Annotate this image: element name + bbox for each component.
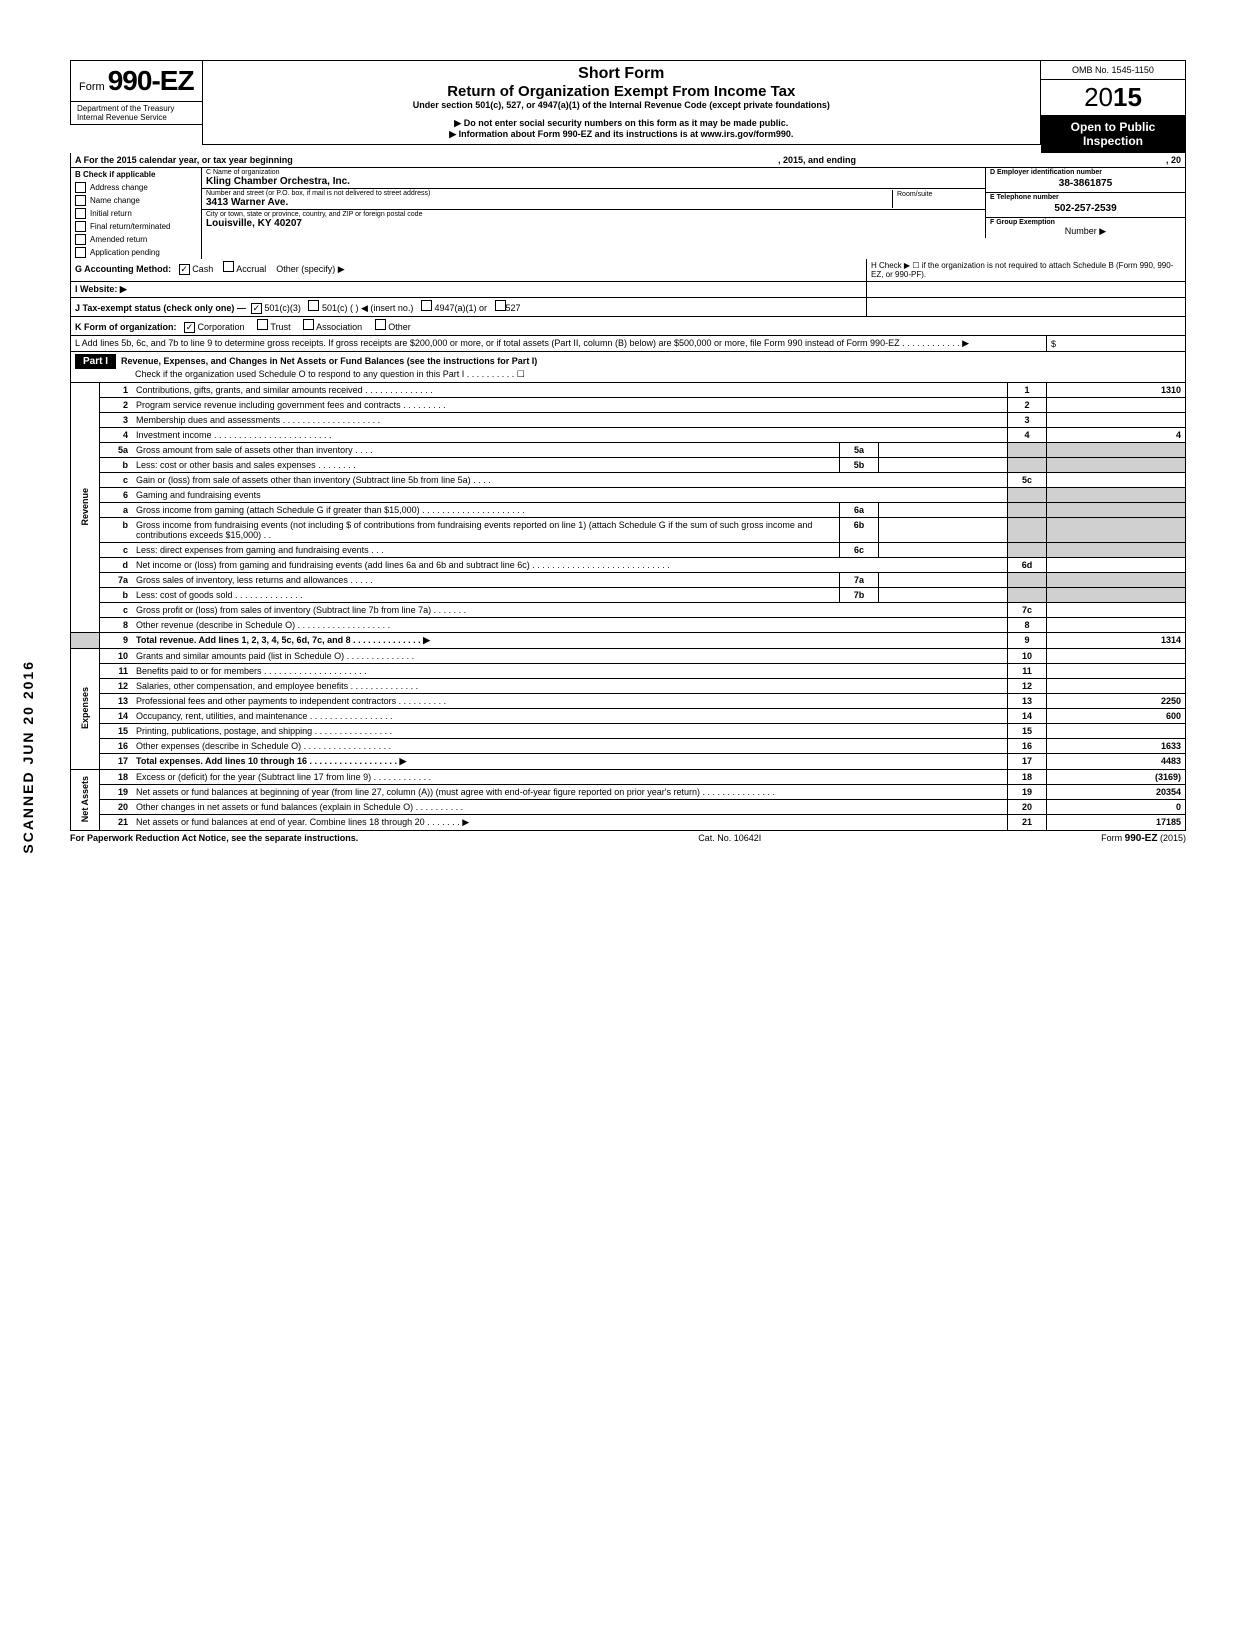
line-14: 14Occupancy, rent, utilities, and mainte… (71, 709, 1186, 724)
line-7c: cGross profit or (loss) from sales of in… (71, 603, 1186, 618)
row-g-accounting: G Accounting Method: ✓ Cash Accrual Othe… (70, 259, 1186, 282)
line-4: 4Investment income . . . . . . . . . . .… (71, 428, 1186, 443)
dept-line1: Department of the Treasury (77, 104, 196, 113)
chk-address-change[interactable]: Address change (71, 181, 201, 194)
chk-amended-return[interactable]: Amended return (71, 233, 201, 246)
title-ssn: ▶ Do not enter social security numbers o… (213, 118, 1030, 129)
chk-accrual[interactable] (223, 261, 234, 272)
form-header: Form 990-EZ Department of the Treasury I… (70, 60, 1186, 153)
part1-badge: Part I (75, 354, 116, 369)
group-exemption-cell: F Group Exemption Number ▶ (985, 218, 1185, 238)
line-8: 8Other revenue (describe in Schedule O) … (71, 618, 1186, 633)
row-i-website: I Website: ▶ (70, 282, 1186, 298)
row-j-tax-status: J Tax-exempt status (check only one) — ✓… (70, 298, 1186, 317)
footer-left: For Paperwork Reduction Act Notice, see … (70, 833, 358, 843)
lines-table: Revenue 1Contributions, gifts, grants, a… (70, 383, 1186, 831)
form-number: 990-EZ (108, 65, 194, 96)
row-h: H Check ▶ ☐ if the organization is not r… (866, 259, 1185, 281)
chk-corporation[interactable]: ✓ (184, 322, 195, 333)
line-21: 21Net assets or fund balances at end of … (71, 815, 1186, 831)
room-suite: Room/suite (892, 190, 981, 208)
line-7b: bLess: cost of goods sold . . . . . . . … (71, 588, 1186, 603)
row-l: L Add lines 5b, 6c, and 7b to line 9 to … (70, 336, 1186, 352)
title-short-form: Short Form (213, 65, 1030, 83)
line-19: 19Net assets or fund balances at beginni… (71, 785, 1186, 800)
revenue-label: Revenue (71, 383, 100, 633)
footer-cat: Cat. No. 10642I (698, 833, 761, 844)
expenses-label: Expenses (71, 649, 100, 770)
line-12: 12Salaries, other compensation, and empl… (71, 679, 1186, 694)
line-1: Revenue 1Contributions, gifts, grants, a… (71, 383, 1186, 398)
phone-cell: E Telephone number 502-257-2539 (985, 193, 1185, 218)
line-3: 3Membership dues and assessments . . . .… (71, 413, 1186, 428)
org-city-row: City or town, state or province, country… (202, 210, 985, 230)
open-inspection: Open to Public Inspection (1041, 116, 1186, 153)
footer: For Paperwork Reduction Act Notice, see … (70, 831, 1186, 844)
scanned-stamp: SCANNED JUN 20 2016 (20, 660, 36, 854)
header-right: OMB No. 1545-1150 2015 Open to Public In… (1041, 60, 1186, 153)
line-9: 9Total revenue. Add lines 1, 2, 3, 4, 5c… (71, 633, 1186, 649)
chk-name-change[interactable]: Name change (71, 194, 201, 207)
dept-box: Department of the Treasury Internal Reve… (70, 102, 202, 125)
line-6c: cLess: direct expenses from gaming and f… (71, 543, 1186, 558)
line-11: 11Benefits paid to or for members . . . … (71, 664, 1186, 679)
dept-line2: Internal Revenue Service (77, 113, 196, 122)
part1-header-row: Part I Revenue, Expenses, and Changes in… (70, 352, 1186, 383)
col-b-header: B Check if applicable (71, 168, 201, 181)
chk-other-org[interactable] (375, 319, 386, 330)
line-5c: cGain or (loss) from sale of assets othe… (71, 473, 1186, 488)
row-a-right: , 20 (1032, 153, 1185, 167)
chk-4947[interactable] (421, 300, 432, 311)
line-17: 17Total expenses. Add lines 10 through 1… (71, 754, 1186, 770)
form-number-box: Form 990-EZ (70, 60, 202, 102)
col-c: C Name of organization Kling Chamber Orc… (202, 168, 985, 259)
line-6b: bGross income from fundraising events (n… (71, 518, 1186, 543)
line-6: 6Gaming and fundraising events (71, 488, 1186, 503)
tax-year: 2015 (1041, 80, 1186, 116)
row-a-mid: , 2015, and ending (774, 153, 1032, 167)
line-10: Expenses 10Grants and similar amounts pa… (71, 649, 1186, 664)
chk-cash[interactable]: ✓ (179, 264, 190, 275)
row-l-dollar: $ (1046, 336, 1185, 351)
col-b: B Check if applicable Address change Nam… (71, 168, 202, 259)
line-5a: 5aGross amount from sale of assets other… (71, 443, 1186, 458)
org-name-row: C Name of organization Kling Chamber Orc… (202, 168, 985, 189)
part1-sub: Check if the organization used Schedule … (75, 369, 1181, 380)
chk-association[interactable] (303, 319, 314, 330)
org-address-row: Number and street (or P.O. box, if mail … (202, 189, 985, 210)
chk-final-return[interactable]: Final return/terminated (71, 220, 201, 233)
ein-cell: D Employer identification number 38-3861… (985, 168, 1185, 193)
line-13: 13Professional fees and other payments t… (71, 694, 1186, 709)
chk-initial-return[interactable]: Initial return (71, 207, 201, 220)
chk-application-pending[interactable]: Application pending (71, 246, 201, 259)
line-6d: dNet income or (loss) from gaming and fu… (71, 558, 1186, 573)
line-6a: aGross income from gaming (attach Schedu… (71, 503, 1186, 518)
title-return: Return of Organization Exempt From Incom… (213, 83, 1030, 100)
line-18: Net Assets 18Excess or (deficit) for the… (71, 770, 1186, 785)
line-7a: 7aGross sales of inventory, less returns… (71, 573, 1186, 588)
title-section: Under section 501(c), 527, or 4947(a)(1)… (213, 100, 1030, 110)
line-20: 20Other changes in net assets or fund ba… (71, 800, 1186, 815)
line-15: 15Printing, publications, postage, and s… (71, 724, 1186, 739)
title-box: Short Form Return of Organization Exempt… (202, 60, 1041, 145)
chk-trust[interactable] (257, 319, 268, 330)
row-k-form-org: K Form of organization: ✓ Corporation Tr… (70, 317, 1186, 336)
row-a-left: A For the 2015 calendar year, or tax yea… (71, 153, 774, 167)
line-2: 2Program service revenue including gover… (71, 398, 1186, 413)
omb-number: OMB No. 1545-1150 (1041, 60, 1186, 80)
line-16: 16Other expenses (describe in Schedule O… (71, 739, 1186, 754)
block-bcdef: B Check if applicable Address change Nam… (70, 168, 1186, 259)
line-5b: bLess: cost or other basis and sales exp… (71, 458, 1186, 473)
title-info: ▶ Information about Form 990-EZ and its … (213, 129, 1030, 140)
row-a-tax-year: A For the 2015 calendar year, or tax yea… (70, 153, 1186, 168)
chk-501c3[interactable]: ✓ (251, 303, 262, 314)
footer-right: Form 990-EZ (2015) (1101, 833, 1186, 844)
chk-527[interactable] (495, 300, 506, 311)
netassets-label: Net Assets (71, 770, 100, 831)
form-prefix: Form (79, 81, 105, 93)
part1-title: Revenue, Expenses, and Changes in Net As… (121, 356, 537, 366)
chk-501c[interactable] (308, 300, 319, 311)
col-def: D Employer identification number 38-3861… (985, 168, 1185, 259)
